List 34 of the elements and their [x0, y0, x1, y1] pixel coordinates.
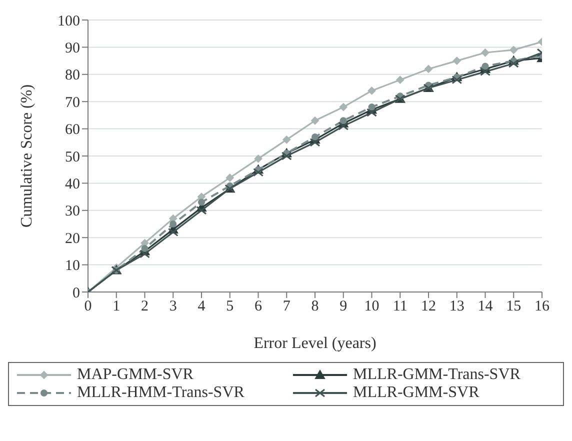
- x-tick-label: 16: [534, 298, 550, 315]
- y-tick-label: 100: [58, 13, 80, 30]
- y-tick-label: 80: [65, 68, 80, 84]
- y-tick-label: 30: [65, 204, 80, 220]
- x-tick-label: 3: [169, 298, 177, 315]
- x-tick-label: 12: [421, 298, 436, 315]
- y-tick-label: 60: [65, 122, 80, 138]
- x-tick-label: 0: [84, 298, 92, 315]
- x-tick-label: 11: [392, 298, 408, 315]
- x-tick-label: 7: [282, 298, 291, 315]
- y-tick-label: 70: [65, 94, 80, 111]
- x-tick-label: 2: [141, 298, 148, 315]
- x-tick-label: 4: [198, 298, 206, 315]
- x-tick-label: 10: [364, 298, 380, 315]
- x-tick-label: 13: [449, 298, 464, 315]
- y-tick-label: 10: [65, 258, 80, 274]
- x-tick-label: 9: [340, 298, 348, 315]
- legend-label: MLLR-GMM-SVR: [353, 384, 480, 402]
- legend-label: MAP-GMM-SVR: [77, 366, 194, 384]
- x-tick-label: 5: [226, 298, 234, 315]
- y-tick-label: 0: [72, 285, 80, 302]
- x-tick-label: 8: [311, 298, 319, 315]
- y-axis-title: Cumulative Score (%): [18, 84, 36, 228]
- x-tick-label: 15: [506, 298, 522, 315]
- x-axis-title: Error Level (years): [254, 335, 376, 352]
- legend-label: MLLR-GMM-Trans-SVR: [353, 366, 520, 384]
- y-tick-label: 90: [65, 40, 80, 57]
- y-tick-label: 20: [65, 230, 80, 247]
- y-tick-label: 40: [65, 176, 80, 193]
- y-tick-label: 50: [65, 149, 80, 166]
- x-tick-label: 14: [478, 298, 494, 315]
- x-tick-label: 1: [112, 298, 120, 315]
- legend-label: MLLR-HMM-Trans-SVR: [77, 384, 244, 402]
- x-tick-label: 6: [254, 298, 262, 315]
